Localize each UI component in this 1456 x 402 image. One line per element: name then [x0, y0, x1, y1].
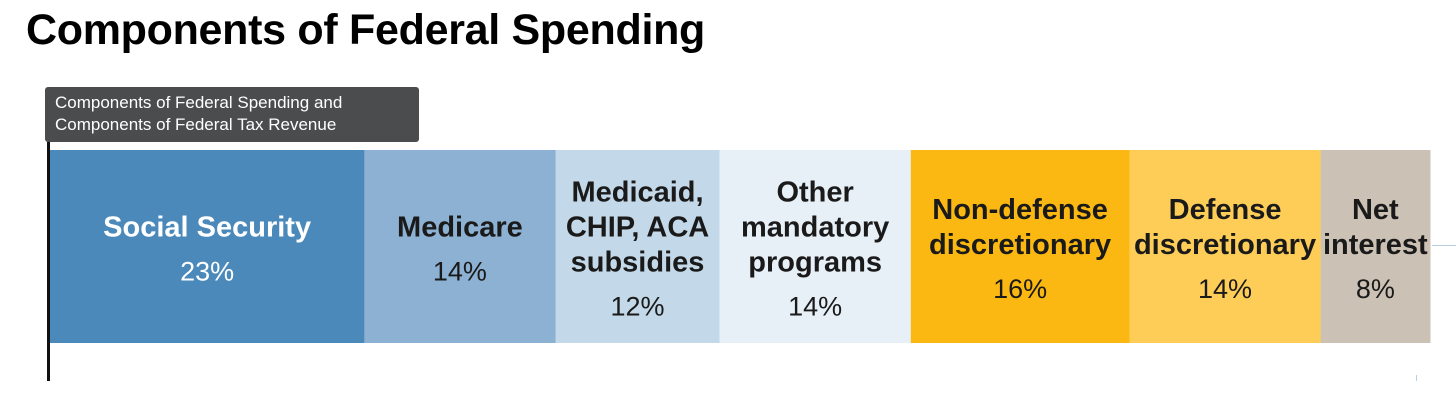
right-edge-marker [1432, 245, 1456, 246]
segment-value: 14% [788, 292, 842, 322]
chart-tooltip: Components of Federal Spending and Compo… [45, 87, 419, 142]
segment-value: 23% [180, 257, 234, 287]
segment-value: 12% [611, 292, 665, 322]
segment-label: Defense discretionary [1134, 194, 1316, 261]
bar-segment [1320, 150, 1431, 343]
segment-label: Medicare [397, 212, 523, 244]
segment-label: Medicaid, CHIP, ACA subsidies [566, 177, 709, 279]
segment-value: 14% [1198, 274, 1252, 304]
bottom-edge-marker [1416, 375, 1417, 381]
segment-label: Net interest [1323, 194, 1428, 261]
bar-segment [364, 150, 557, 343]
segment-label: Social Security [103, 212, 311, 244]
bar-segment [719, 150, 912, 343]
tooltip-line-1: Components of Federal Spending and [55, 93, 343, 112]
axis-line [47, 142, 50, 381]
segment-label: Other mandatory programs [741, 177, 889, 279]
page-title: Components of Federal Spending [26, 6, 706, 54]
segment-value: 14% [433, 257, 487, 287]
segment-value: 8% [1356, 274, 1395, 304]
bar-segment [50, 150, 365, 343]
bar-segment [555, 150, 721, 343]
tooltip-line-2: Components of Federal Tax Revenue [55, 115, 337, 134]
segment-label: Non-defense discretionary [929, 194, 1111, 261]
bar-segment [1129, 150, 1322, 343]
segment-value: 16% [993, 274, 1047, 304]
bar-segment [910, 150, 1130, 343]
